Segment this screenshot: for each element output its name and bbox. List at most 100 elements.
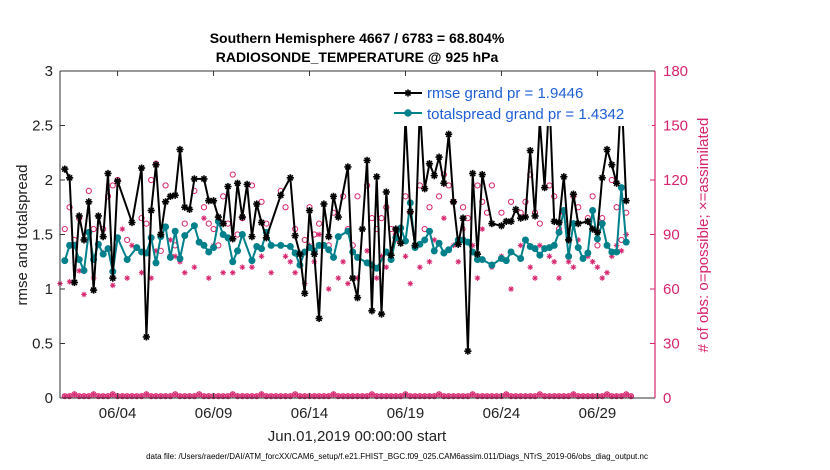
rmse-point (464, 347, 472, 355)
obs-assimilated-point (599, 275, 606, 281)
obs-assimilated-point (479, 226, 486, 232)
obs-possible-point (205, 220, 212, 227)
obs-assimilated-point-low (254, 393, 260, 399)
totalspread-point (617, 184, 625, 192)
rmse-point (243, 180, 251, 188)
obs-assimilated-point (417, 264, 423, 270)
totalspread-point (430, 247, 438, 255)
obs-assimilated-point (229, 269, 236, 276)
rmse-point (262, 234, 270, 242)
rmse-point (569, 190, 578, 198)
rmse-point (325, 233, 333, 241)
obs-assimilated-point-low (561, 393, 567, 399)
obs-assimilated-point-low (244, 393, 250, 399)
totalspread-point (622, 238, 630, 246)
totalspread-point (229, 258, 237, 266)
y-axis-label-right: # of obs: o=possible; ×=assimilated (695, 118, 712, 353)
obs-assimilated-point-low (91, 391, 96, 397)
obs-assimilated-point-low (331, 391, 336, 397)
obs-assimilated-point (109, 282, 116, 289)
totalspread-point (195, 238, 203, 246)
rmse-point (622, 197, 630, 205)
x-tick-label: 06/14 (291, 405, 329, 422)
obs-assimilated-point-low (172, 391, 178, 397)
obs-assimilated-point-low (340, 393, 346, 399)
x-axis-label: Jun.01,2019 00:00:00 start (268, 428, 447, 445)
obs-possible-point (608, 176, 615, 184)
obs-assimilated-point-low (604, 391, 610, 397)
obs-assimilated-point (81, 291, 87, 298)
totalspread-point (80, 266, 88, 274)
obs-assimilated-point (537, 242, 543, 249)
totalspread-point (248, 257, 256, 265)
rmse-point (61, 165, 69, 173)
totalspread-point (334, 233, 342, 241)
series-layer (57, 85, 635, 400)
y-tick-label-right: 90 (663, 227, 680, 244)
obs-possible-point (282, 204, 289, 211)
y-tick-label-right: 120 (663, 172, 688, 189)
totalspread-point (190, 222, 198, 230)
obs-assimilated-point (287, 258, 294, 265)
obs-assimilated-point-low (575, 393, 581, 399)
x-tick-label: 06/29 (579, 405, 617, 422)
obs-assimilated-point (570, 264, 577, 270)
obs-assimilated-point-low (71, 391, 77, 397)
obs-assimilated-point (282, 253, 289, 260)
x-tick-label: 06/04 (99, 405, 137, 422)
totalspread-point (435, 239, 443, 247)
totalspread-point (133, 244, 141, 252)
rmse-point (454, 240, 462, 248)
obs-assimilated-point (181, 269, 188, 276)
legend-box (390, 80, 652, 126)
obs-assimilated-point (474, 275, 481, 281)
obs-possible-point (109, 182, 116, 189)
rmse-point (473, 250, 482, 258)
obs-assimilated-point-low (623, 391, 629, 397)
rmse-point (248, 233, 256, 241)
y-tick-label-left: 0 (45, 390, 53, 407)
rmse-point (406, 208, 414, 216)
totalspread-point (210, 244, 218, 252)
rmse-point (128, 218, 136, 227)
rmse-point (392, 225, 400, 233)
obs-assimilated-point-low (230, 391, 236, 397)
rmse-point (291, 231, 299, 240)
obs-assimilated-point (373, 275, 380, 281)
rmse-point (75, 212, 83, 220)
obs-assimilated-point-low (143, 391, 149, 397)
totalspread-point (536, 251, 544, 259)
rmse-point (190, 175, 198, 183)
totalspread-point (416, 240, 424, 248)
rmse-point (161, 198, 170, 206)
rmse-point (449, 198, 458, 206)
obs-assimilated-point (345, 280, 351, 287)
rmse-point (214, 213, 222, 221)
rmse-point (70, 278, 78, 287)
obs-assimilated-point-low (110, 391, 116, 397)
totalspread-point (550, 241, 558, 249)
totalspread-point (598, 220, 606, 228)
rmse-point (373, 173, 381, 181)
obs-assimilated-point-low (86, 393, 92, 399)
rmse-point (565, 236, 573, 244)
rmse-point (176, 145, 184, 154)
rmse-point (113, 177, 122, 185)
obs-assimilated-point (402, 253, 409, 260)
obs-assimilated-point (556, 275, 562, 281)
rmse-point (315, 314, 323, 323)
rmse-point (368, 307, 376, 315)
rmse-point (296, 250, 304, 258)
rmse-point (349, 274, 357, 282)
obs-assimilated-point (268, 269, 274, 276)
rmse-point (512, 205, 520, 214)
obs-assimilated-point (249, 264, 255, 270)
axis-layer: 06/04 06/09 06/14 06/19 06/24 06/29 0 0.5 1 1.5 2 2… (32, 63, 688, 422)
obs-possible-point (594, 242, 601, 249)
rmse-point (603, 145, 611, 154)
obs-assimilated-point-low (239, 393, 245, 399)
obs-assimilated-point (546, 253, 553, 260)
legend-label-totalspread: totalspread grand pr = 1.4342 (427, 106, 624, 123)
obs-assimilated-point (517, 242, 524, 249)
rmse-point (99, 233, 107, 241)
